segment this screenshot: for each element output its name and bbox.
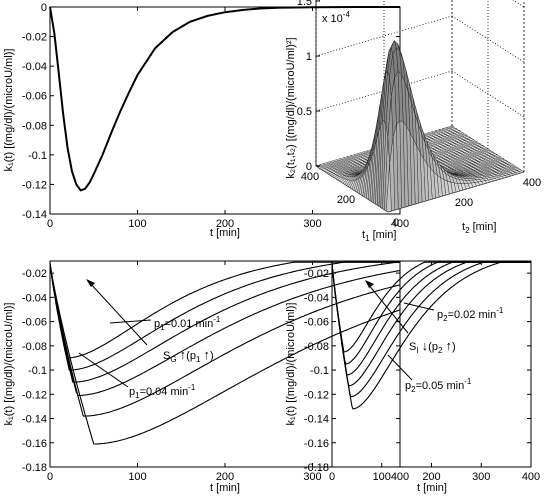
panel-4-y-tick-label: -0.06 <box>304 317 329 329</box>
panel-3-y-tick-label: -0.04 <box>22 292 47 304</box>
panel-1-x-label: t [min] <box>210 227 240 239</box>
panel-3-y-tick-label: -0.08 <box>22 341 47 353</box>
panel-4-x-tick-label: 400 <box>522 471 540 483</box>
panel-3-series-group <box>49 261 401 445</box>
panel-4-annotation-lower: p2=0.05 min-1 <box>405 377 472 394</box>
panel-3-annotation-lower: p1=0.04 min-1 <box>129 383 196 400</box>
panel-3-series-line-3 <box>49 261 400 383</box>
panel-4-x-label: t [min] <box>417 482 447 494</box>
panel-2-grid-line <box>315 0 321 2</box>
panel-3-y-tick-label: -0.16 <box>22 438 47 450</box>
panel-1: 0 100 200 300 4000-0.02-0.04-0.06-0.08-0.1-0… <box>3 2 409 239</box>
panel-2-grid-line <box>451 15 525 63</box>
panel-4-series-group <box>331 261 531 410</box>
panel-1-x-tick-label: 0 <box>47 218 53 230</box>
panel-3-annotation-upper: p1=0.01 min-1 <box>154 315 221 332</box>
panel-3-y-tick-label: -0.06 <box>22 317 47 329</box>
panel-1-x-tick-label: 400 <box>391 218 409 230</box>
panel-2-z-tick-label: 0 <box>306 161 312 173</box>
panel-3-series-line-5 <box>49 263 401 417</box>
panel-4-annotation-mid: SI ↓(p2 ↑) <box>409 338 456 355</box>
panel-1-ticks: 0 100 200 300 4000-0.02-0.04-0.06-0.08-0.1-0… <box>22 2 409 230</box>
panel-1-y-tick-label: 0 <box>41 2 47 14</box>
panel-3-y-tick-label: -0.18 <box>22 462 47 474</box>
panel-3-leader-lower <box>78 352 129 388</box>
panel-1-x-tick-label: 300 <box>303 218 321 230</box>
panel-1-x-tick-label: 100 <box>128 218 146 230</box>
panel-4-leader-lower <box>387 354 413 381</box>
panel-4-x-tick-label: 200 <box>422 471 440 483</box>
panel-3-x-tick-label: 300 <box>303 471 321 483</box>
panel-2-t2-tick-label: 400 <box>523 177 541 189</box>
panel-3-x-tick-label: 100 <box>128 471 146 483</box>
panel-3-y-tick-label: -0.1 <box>28 365 47 377</box>
panel-4: 0 100 200 300 400 -0.02 -0.04 -0.06 -0.08 -0.1 -0.… <box>285 260 540 494</box>
panel-2-z-tick-label: 1.5 <box>297 0 312 8</box>
panel-3-y-tick-label: -0.14 <box>22 414 47 426</box>
panel-4-y-tick-label: -0.04 <box>304 292 329 304</box>
panel-3-y-label: k₁(t) [(mg/dl)/(microU/ml)] <box>3 303 15 426</box>
panel-4-y-tick-label: -0.14 <box>304 414 329 426</box>
panel-4-series-line-3 <box>331 261 531 376</box>
panel-2-z-tick-label: 0.5 <box>297 106 312 118</box>
panel-1-y-tick-label: -0.02 <box>22 32 47 44</box>
panel-4-arrow-si <box>367 283 409 334</box>
panel-2-surface-mesh <box>315 40 525 213</box>
panel-4-x-tick-label: 100 <box>373 471 391 483</box>
panel-4-y-tick-label: -0.16 <box>304 438 329 450</box>
panel-3-series-line-4 <box>49 263 401 397</box>
panel-4-y-tick-label: -0.1 <box>310 365 329 377</box>
panel-1-y-tick-label: -0.12 <box>22 179 47 191</box>
panel-2-x-label: t1 [min] <box>362 229 396 243</box>
panel-2-z-tick-label: 1 <box>306 51 312 63</box>
panel-1-y-tick-label: -0.08 <box>22 120 47 132</box>
panel-2-t1-tick-label: 400 <box>301 171 319 183</box>
panel-3-series-line-2 <box>49 261 400 371</box>
panel-4-y-label: k₁(t) [(mg/dl)/(microU/ml)] <box>285 303 297 426</box>
panel-3-x-label: t [min] <box>210 482 240 494</box>
panel-4-ticks: 0 100 200 300 400 -0.02 -0.04 -0.06 -0.08 -0.1 -0.… <box>304 261 540 483</box>
panel-4-x-tick-label: 300 <box>472 471 490 483</box>
panel-1-y-tick-label: -0.1 <box>28 150 47 162</box>
panel-4-series-line-6 <box>331 261 531 410</box>
panel-1-y-tick-label: -0.04 <box>22 61 47 73</box>
panel-3-arrowhead <box>86 279 95 287</box>
panel-3-annotation-mid: SG ↑(p1 ↑) <box>163 347 214 364</box>
panel-1-y-tick-label: -0.06 <box>22 91 47 103</box>
panel-1-y-label: k₁(t) [(mg/dl)/(microU/ml)] <box>3 49 15 172</box>
panel-2-y-label: t2 [min] <box>462 221 496 235</box>
panel-1-series-line <box>49 6 400 192</box>
panel-2-z-label: k₂(t₁,t₂) [(mg/dl)/(microU/ml)²] <box>285 37 297 178</box>
panel-3-x-tick-label: 0 <box>47 471 53 483</box>
panel-4-y-tick-label: -0.02 <box>304 268 329 280</box>
panel-4-series-line-5 <box>331 261 531 398</box>
panel-3-series-line-6 <box>49 263 401 445</box>
panel-4-x-tick-label: 0 <box>329 471 335 483</box>
panel-2-t1-tick-label: 200 <box>337 194 355 206</box>
panel-4-y-tick-label: -0.12 <box>304 389 329 401</box>
panel-3-x-tick-label: 200 <box>216 471 234 483</box>
panel-1-x-tick-label: 200 <box>216 218 234 230</box>
panel-4-leader-upper <box>403 302 435 311</box>
panel-4-y-tick-label: -0.08 <box>304 341 329 353</box>
panel-2-t2-tick-label: 0 <box>393 217 399 229</box>
panel-2-t2-tick-label: 200 <box>455 197 473 209</box>
panel-4-y-tick-label: -0.18 <box>304 462 329 474</box>
panel-3-arrow-sg <box>88 281 148 346</box>
panel-3-x-tick-label: 400 <box>391 471 409 483</box>
panel-3: 0 100 200 300 400 -0.02 -0.04 -0.06 -0.08 -0.1 -0.… <box>3 260 409 494</box>
panel-2-z-scale: x 10-4 <box>322 10 350 25</box>
panel-4-arrowhead <box>365 280 374 288</box>
panel-3-leader-upper <box>109 319 152 324</box>
panel-4-annotation-upper: p2=0.02 min-1 <box>437 306 504 323</box>
panel-3-ticks: 0 100 200 300 400 -0.02 -0.04 -0.06 -0.08 -0.1 -0.… <box>22 261 409 483</box>
panel-1-y-tick-label: -0.14 <box>22 209 47 221</box>
panel-3-y-tick-label: -0.12 <box>22 389 47 401</box>
panel-3-y-tick-label: -0.02 <box>22 268 47 280</box>
panel-2-surface-patch <box>386 164 392 213</box>
panel-4-axes-box <box>331 260 532 468</box>
